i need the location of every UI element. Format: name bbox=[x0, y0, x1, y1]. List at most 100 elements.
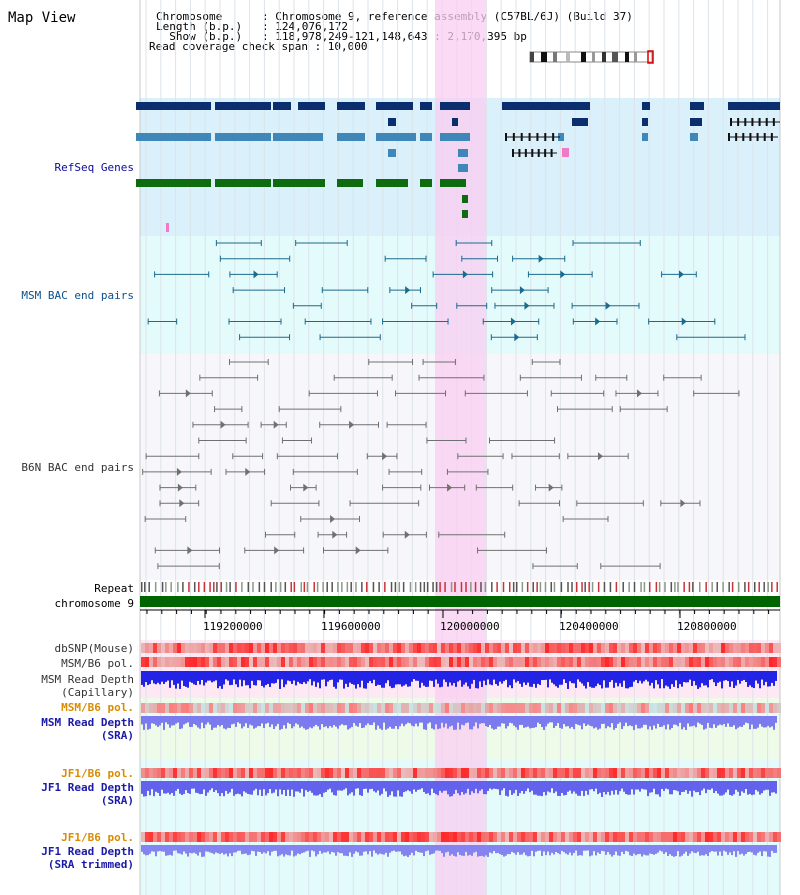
heat-cell bbox=[661, 703, 665, 713]
axis-tick-label: 120400000 bbox=[559, 620, 619, 633]
depth-bar bbox=[341, 716, 343, 725]
depth-bar bbox=[293, 845, 295, 857]
msm-bac-pairs[interactable] bbox=[147, 240, 746, 342]
depth-bar bbox=[227, 781, 229, 794]
heat-cell bbox=[453, 643, 457, 653]
depth-bar bbox=[219, 845, 221, 854]
b6n-bac-pairs[interactable] bbox=[142, 359, 740, 570]
heat-cell bbox=[629, 832, 633, 842]
depth-bar bbox=[443, 845, 445, 857]
b6n-pair-arrow bbox=[330, 515, 336, 523]
depth-bar bbox=[301, 716, 303, 727]
depth-bar bbox=[215, 781, 217, 791]
depth-bar bbox=[147, 716, 149, 730]
heat-cell bbox=[389, 643, 393, 653]
heat-cell bbox=[621, 703, 625, 713]
depth-bar bbox=[163, 671, 165, 684]
heat-cell bbox=[773, 832, 777, 842]
depth-bar bbox=[651, 671, 653, 683]
chromosome-ideogram[interactable] bbox=[529, 50, 654, 64]
heat-cell bbox=[725, 657, 729, 667]
depth-bar bbox=[655, 781, 657, 795]
depth-bar bbox=[415, 716, 417, 724]
depth-bar bbox=[695, 671, 697, 686]
depth-bar bbox=[427, 845, 429, 851]
depth-bar bbox=[489, 671, 491, 685]
depth-bar bbox=[473, 845, 475, 853]
depth-bar bbox=[149, 845, 151, 854]
heat-cell bbox=[185, 643, 189, 653]
depth-bar bbox=[623, 781, 625, 792]
depth-bar bbox=[453, 845, 455, 856]
gene-block bbox=[136, 179, 211, 187]
depth-bar bbox=[377, 671, 379, 685]
gene-block bbox=[273, 102, 291, 110]
heat-cell bbox=[221, 657, 225, 667]
heat-cell bbox=[233, 657, 237, 667]
heat-cell bbox=[461, 703, 465, 713]
heat-cell bbox=[401, 832, 405, 842]
heat-cell bbox=[401, 643, 405, 653]
depth-bar bbox=[171, 781, 173, 793]
b6n-bac-label[interactable]: B6N BAC end pairs bbox=[21, 461, 134, 474]
gene-block bbox=[337, 102, 365, 110]
depth-bar bbox=[753, 845, 755, 855]
heat-cell bbox=[493, 703, 497, 713]
gene-arrow bbox=[388, 118, 393, 126]
depth-bar bbox=[237, 716, 239, 723]
repeat-mark bbox=[776, 582, 778, 592]
depth-bar bbox=[701, 716, 703, 726]
heat-cell bbox=[729, 703, 733, 713]
depth-bar bbox=[449, 671, 451, 683]
depth-bar bbox=[583, 781, 585, 797]
heat-cell bbox=[413, 703, 417, 713]
depth-bar bbox=[175, 781, 177, 791]
depth-bar bbox=[173, 845, 175, 851]
depth-bar bbox=[477, 845, 479, 857]
depth-bar bbox=[215, 845, 217, 853]
exon bbox=[505, 133, 507, 141]
heat-cell bbox=[549, 703, 553, 713]
depth-bar bbox=[499, 716, 501, 727]
depth-bar bbox=[301, 671, 303, 685]
heat-cell bbox=[697, 643, 701, 653]
depth-bar bbox=[759, 781, 761, 795]
depth-bar bbox=[407, 845, 409, 857]
depth-bar bbox=[303, 845, 305, 853]
msm-pair-arrow bbox=[510, 317, 516, 326]
msm-bac-label[interactable]: MSM BAC end pairs bbox=[21, 289, 134, 302]
depth-bar bbox=[243, 781, 245, 792]
msm-pair-arrow bbox=[524, 301, 530, 310]
depth-bar bbox=[727, 671, 729, 682]
repeat-mark bbox=[213, 582, 215, 592]
repeat-mark bbox=[450, 582, 453, 592]
depth-bar bbox=[571, 781, 573, 794]
depth-bar bbox=[203, 845, 205, 857]
refseq-genes[interactable] bbox=[136, 102, 780, 232]
depth-bar bbox=[271, 845, 273, 852]
heat-cell bbox=[585, 657, 589, 667]
heat-cell bbox=[701, 768, 705, 778]
refseq-genes-label[interactable]: RefSeq Genes bbox=[54, 161, 134, 174]
depth-bar bbox=[263, 781, 265, 790]
repeat-mark bbox=[758, 582, 760, 592]
heat-cell bbox=[373, 832, 377, 842]
heat-cell bbox=[473, 657, 477, 667]
depth-bar bbox=[719, 845, 721, 852]
depth-bar bbox=[255, 671, 257, 686]
depth-bar bbox=[593, 716, 595, 729]
sra-trimmed-label: (SRA trimmed) bbox=[47, 858, 134, 871]
depth-bar bbox=[279, 781, 281, 790]
b6n-pair-arrow bbox=[303, 483, 309, 492]
depth-bar bbox=[235, 671, 237, 685]
depth-bar bbox=[549, 781, 551, 793]
exon bbox=[730, 118, 732, 126]
repeat-mark bbox=[688, 582, 691, 592]
depth-bar bbox=[449, 716, 451, 727]
heat-cell bbox=[493, 832, 497, 842]
depth-bar bbox=[315, 781, 317, 796]
heat-cell bbox=[221, 643, 225, 653]
repeat-mark bbox=[170, 582, 172, 592]
gene-block bbox=[420, 102, 432, 110]
